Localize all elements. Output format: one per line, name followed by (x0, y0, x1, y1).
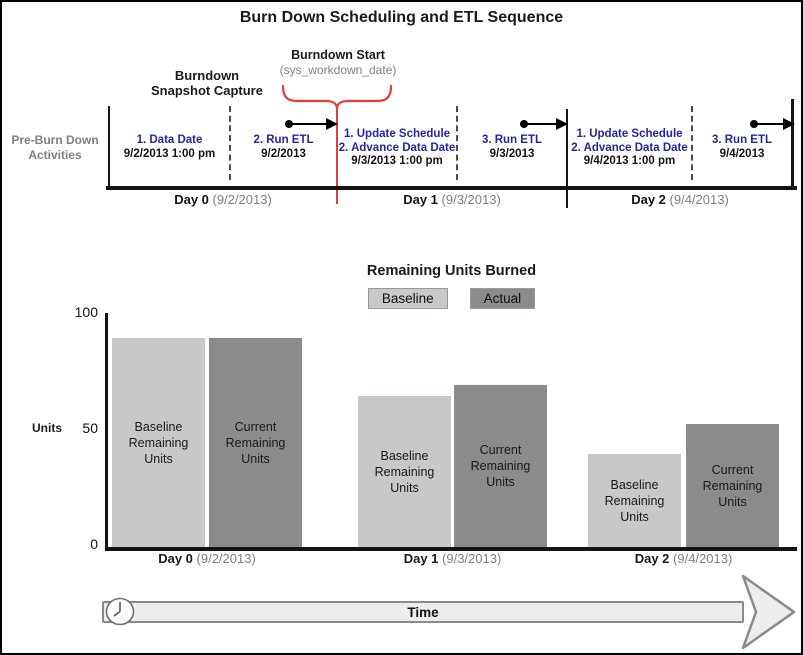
time-axis-bar: Time (102, 601, 744, 623)
run-etl-arrow-day1 (520, 118, 568, 130)
bar-label: Current Remaining Units (225, 419, 286, 466)
bar-actual-day1: Current Remaining Units (454, 385, 547, 547)
timeline-start-line (108, 106, 110, 188)
pre-burn-down-label: Pre-Burn Down Activities (11, 133, 99, 162)
chart-day2-label: Day 2 (9/4/2013) (634, 551, 733, 566)
bar-label: Current Remaining Units (702, 462, 763, 509)
timeline-day1-label: Day 1 (9/3/2013) (403, 192, 501, 207)
burndown-start-label: Burndown Start (291, 48, 385, 62)
timeline-activity-run-etl-0: 2. Run ETL 9/2/2013 (253, 134, 314, 160)
page-title: Burn Down Scheduling and ETL Sequence (239, 9, 564, 26)
arrow-head-icon (326, 118, 338, 130)
clock-icon (105, 597, 135, 626)
chart-day0-label: Day 0 (9/2/2013) (158, 551, 256, 566)
y-tick-0: 0 (90, 536, 98, 552)
bar-baseline-day2: Baseline Remaining Units (588, 454, 681, 547)
run-etl-arrow-day0 (285, 118, 338, 130)
bar-baseline-day1: Baseline Remaining Units (358, 396, 451, 547)
time-label: Time (407, 604, 439, 620)
y-tick-100: 100 (74, 304, 98, 320)
timeline-activity-update-1: 1. Update Schedule 2. Advance Data Date … (338, 128, 456, 167)
chart-title: Remaining Units Burned (366, 263, 537, 279)
timeline-divider-dashed-1 (229, 106, 231, 180)
timeline-divider-dashed-3 (691, 106, 693, 180)
x-axis-line (105, 547, 797, 551)
timeline-activity-run-etl-2: 3. Run ETL 9/4/2013 (711, 134, 773, 160)
timeline-day-divider (566, 109, 568, 208)
timeline-activity-run-etl-1: 3. Run ETL 9/3/2013 (481, 134, 543, 160)
bar-actual-day0: Current Remaining Units (209, 338, 302, 547)
y-axis-line (105, 313, 108, 550)
bar-plot: Baseline Remaining Units Current Remaining Un… (106, 315, 797, 547)
y-tick-50: 50 (82, 420, 98, 436)
chart-day1-label: Day 1 (9/3/2013) (403, 551, 502, 566)
bar-label: Current Remaining Units (470, 443, 531, 489)
y-axis-label: Units (32, 421, 62, 435)
bar-label: Baseline Remaining Units (374, 448, 435, 495)
timeline-axis (106, 186, 797, 190)
arrow-head-icon (556, 118, 568, 130)
timeline-day0-label: Day 0 (9/2/2013) (174, 192, 272, 207)
legend-actual: Actual (469, 288, 536, 309)
timeline-end-line (791, 99, 794, 189)
time-arrowhead-icon (741, 574, 796, 650)
run-etl-arrow-day2 (750, 118, 795, 130)
bar-label: Baseline Remaining Units (128, 419, 189, 466)
burndown-snapshot-capture-label: Burndown Snapshot Capture (151, 68, 263, 98)
bar-baseline-day0: Baseline Remaining Units (112, 338, 205, 547)
chart-legend: Baseline Actual (106, 288, 797, 309)
bar-label: Baseline Remaining Units (604, 477, 665, 524)
timeline-day2-label: Day 2 (9/4/2013) (631, 192, 729, 207)
arrow-head-icon (783, 118, 795, 130)
bar-actual-day2: Current Remaining Units (686, 424, 779, 547)
timeline-activity-update-2: 1. Update Schedule 2. Advance Data Date … (571, 128, 688, 167)
legend-baseline: Baseline (367, 288, 448, 309)
timeline-activity-data-date: 1. Data Date 9/2/2013 1:00 pm (123, 134, 216, 160)
timeline-divider-dashed-2 (456, 106, 458, 180)
burndown-start-sublabel: (sys_workdown_date) (279, 63, 397, 77)
burndown-start-line (336, 105, 338, 204)
